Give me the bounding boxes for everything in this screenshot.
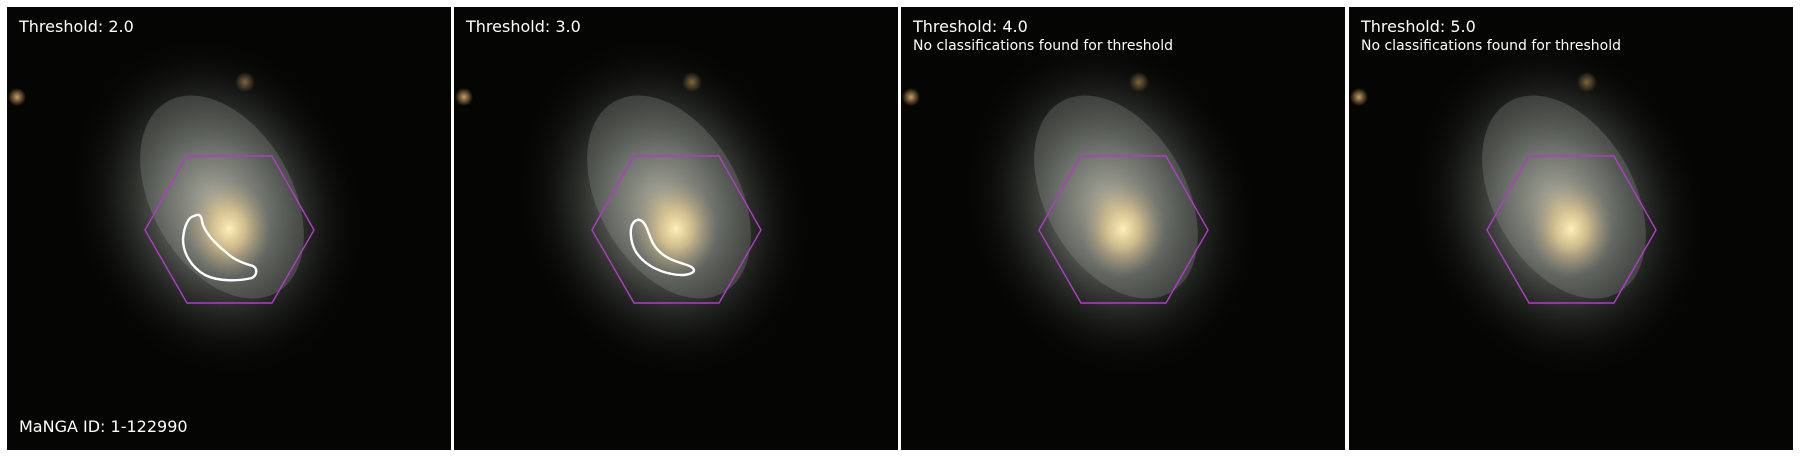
region-outline [629,218,696,277]
background-star [455,88,473,106]
threshold-title: Threshold: 4.0 [913,17,1028,36]
background-star [1129,72,1149,92]
panel-threshold-2: Threshold: 2.0 MaNGA ID: 1-122990 [7,7,451,450]
threshold-title: Threshold: 5.0 [1361,17,1476,36]
galaxy-core [1529,181,1613,277]
ifu-hexagon [1486,155,1657,304]
galaxy-image [901,7,1345,450]
galaxy-core [1081,181,1165,277]
region-outline [181,213,258,282]
galaxy-image [454,7,898,450]
galaxy-core [187,181,271,277]
background-star [1350,88,1368,106]
threshold-title: Threshold: 3.0 [466,17,581,36]
ifu-hexagon [144,155,315,304]
background-star [8,88,26,106]
galaxy-core [634,181,718,277]
threshold-title: Threshold: 2.0 [19,17,134,36]
galaxy-image [1349,7,1793,450]
background-star [682,72,702,92]
no-classifications-note: No classifications found for threshold [913,38,1173,54]
background-star [902,88,920,106]
no-classifications-note: No classifications found for threshold [1361,38,1621,54]
ifu-hexagon [1038,155,1209,304]
galaxy-image [7,7,451,450]
panel-threshold-4: Threshold: 4.0 No classifications found … [901,7,1345,450]
ifu-hexagon [591,155,762,304]
panel-threshold-5: Threshold: 5.0 No classifications found … [1349,7,1793,450]
manga-id-label: MaNGA ID: 1-122990 [19,417,188,436]
background-star [1577,72,1597,92]
background-star [235,72,255,92]
panel-threshold-3: Threshold: 3.0 [454,7,898,450]
